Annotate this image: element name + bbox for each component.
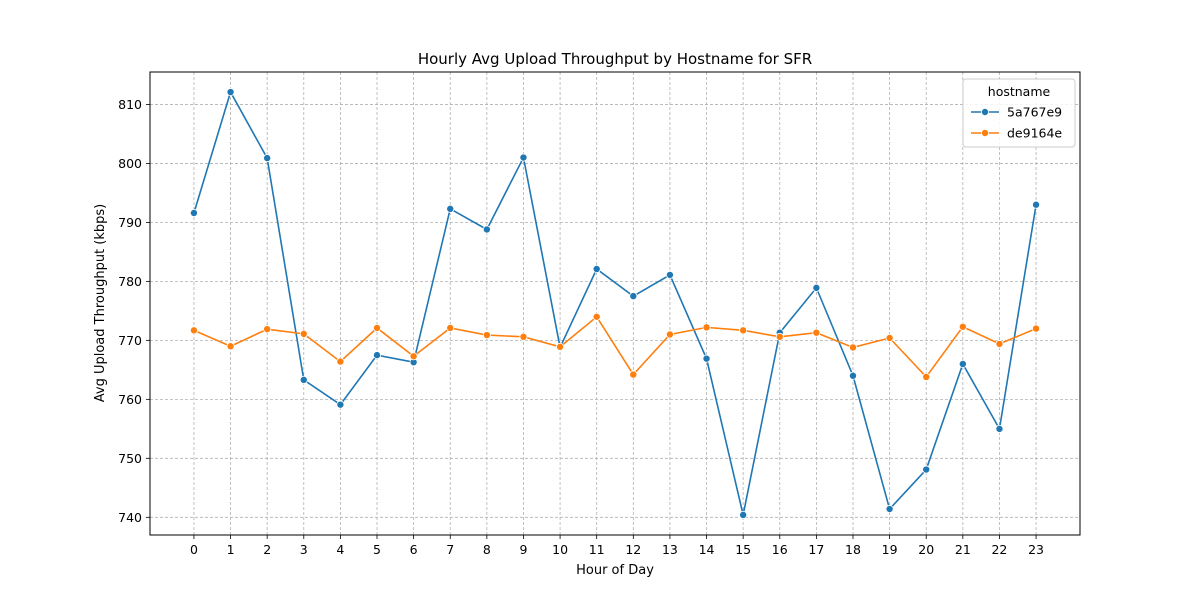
data-point — [519, 153, 528, 162]
data-point — [812, 328, 821, 337]
y-tick-label: 770 — [118, 333, 142, 348]
x-tick-label: 1 — [227, 542, 235, 557]
data-point — [885, 505, 894, 514]
data-point — [482, 331, 491, 340]
y-tick-label: 740 — [118, 510, 142, 525]
data-point — [702, 323, 711, 332]
series-layer — [189, 88, 1041, 519]
data-point — [263, 325, 272, 334]
data-point — [848, 343, 857, 352]
data-point — [336, 357, 345, 366]
data-point — [446, 204, 455, 213]
data-point — [958, 322, 967, 331]
data-point — [629, 370, 638, 379]
data-point — [958, 359, 967, 368]
x-tick-label: 18 — [845, 542, 861, 557]
x-tick-label: 17 — [808, 542, 824, 557]
plot-frame — [149, 71, 1081, 536]
y-tick-label: 760 — [118, 392, 142, 407]
data-point — [299, 329, 308, 338]
x-tick-label: 11 — [589, 542, 605, 557]
grid — [150, 72, 1080, 535]
series-line — [193, 315, 1037, 379]
x-tick-label: 4 — [336, 542, 344, 557]
x-tick-label: 7 — [446, 542, 454, 557]
x-axis-label: Hour of Day — [576, 563, 654, 578]
legend-title: hostname — [988, 84, 1051, 99]
legend-entry-label: de9164e — [1007, 126, 1062, 141]
series-line — [193, 90, 1037, 516]
y-tick-label: 810 — [118, 97, 142, 112]
x-tick-label: 19 — [882, 542, 898, 557]
data-point — [409, 352, 418, 361]
x-tick-label: 12 — [625, 542, 641, 557]
data-point — [519, 332, 528, 341]
x-tick-label: 3 — [300, 542, 308, 557]
y-tick-label: 790 — [118, 215, 142, 230]
data-point — [665, 330, 674, 339]
data-point — [995, 424, 1004, 433]
x-tick-label: 6 — [410, 542, 418, 557]
y-tick-label: 800 — [118, 156, 142, 171]
y-tick-label: 780 — [118, 274, 142, 289]
data-point — [592, 264, 601, 273]
series-5a767e9 — [189, 88, 1041, 519]
x-axis: 0 1 2 3 4 5 6 7 8 9 10 11 12 13 14 15 16 17 18 19 20 21 22 23 — [190, 535, 1044, 557]
x-tick-label: 0 — [190, 542, 198, 557]
data-point — [739, 326, 748, 335]
data-point — [922, 372, 931, 381]
data-point — [373, 323, 382, 332]
data-point — [665, 270, 674, 279]
data-point — [263, 154, 272, 163]
data-point — [226, 342, 235, 351]
data-point — [373, 351, 382, 360]
x-tick-label: 23 — [1028, 542, 1044, 557]
data-point — [592, 312, 601, 321]
data-point — [336, 400, 345, 409]
data-point — [556, 342, 565, 351]
legend-entry-label: 5a767e9 — [1007, 105, 1062, 120]
x-tick-label: 8 — [483, 542, 491, 557]
legend-box — [962, 78, 1076, 148]
data-point — [739, 510, 748, 519]
data-point — [995, 339, 1004, 348]
y-axis-label: Avg Upload Throughput (kbps) — [93, 204, 108, 403]
data-point — [1032, 200, 1041, 209]
data-point — [446, 323, 455, 332]
x-tick-label: 9 — [519, 542, 527, 557]
data-point — [189, 208, 198, 217]
data-point — [702, 354, 711, 363]
x-tick-label: 20 — [918, 542, 934, 557]
legend-swatch-marker — [981, 108, 990, 117]
x-tick-label: 16 — [772, 542, 788, 557]
data-point — [629, 292, 638, 301]
x-tick-label: 13 — [662, 542, 678, 557]
series-de9164e — [189, 312, 1041, 381]
x-tick-label: 21 — [955, 542, 971, 557]
x-tick-label: 2 — [263, 542, 271, 557]
y-axis: 740 750 760 770 780 790 800 810 — [118, 97, 150, 525]
x-tick-label: 22 — [991, 542, 1007, 557]
chart-title: Hourly Avg Upload Throughput by Hostname… — [418, 50, 812, 68]
x-tick-label: 5 — [373, 542, 381, 557]
x-tick-label: 10 — [552, 542, 568, 557]
y-tick-label: 750 — [118, 451, 142, 466]
data-point — [1032, 324, 1041, 333]
data-point — [848, 371, 857, 380]
data-point — [885, 334, 894, 343]
data-point — [189, 326, 198, 335]
x-tick-label: 15 — [735, 542, 751, 557]
x-tick-label: 14 — [699, 542, 715, 557]
data-point — [922, 465, 931, 474]
data-point — [299, 375, 308, 384]
data-point — [812, 283, 821, 292]
data-point — [775, 332, 784, 341]
legend: hostname 5a767e9 de9164e — [962, 78, 1076, 148]
legend-swatch-marker — [981, 128, 990, 137]
data-point — [226, 88, 235, 97]
data-point — [482, 225, 491, 234]
